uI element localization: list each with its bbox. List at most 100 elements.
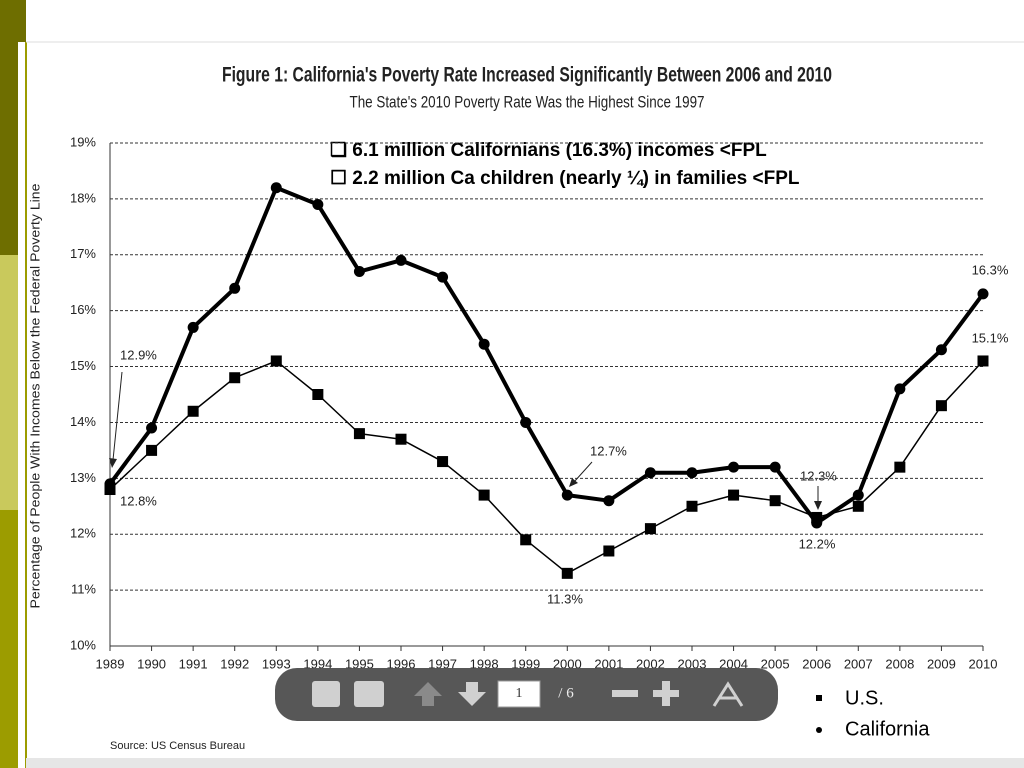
annotation: 12.3% xyxy=(800,468,837,483)
page-total: / 6 xyxy=(558,685,574,701)
point xyxy=(520,416,532,428)
point xyxy=(395,433,407,445)
list-marker xyxy=(816,695,822,701)
arrow-head xyxy=(109,458,117,468)
side-band xyxy=(0,0,18,255)
point xyxy=(353,266,365,278)
point xyxy=(811,511,823,523)
annotation: 16.3% xyxy=(972,262,1009,277)
point xyxy=(229,282,241,294)
x-tick-label: 1994 xyxy=(303,656,332,671)
point xyxy=(644,467,656,479)
point xyxy=(852,500,864,512)
x-tick-label: 1995 xyxy=(345,656,374,671)
point xyxy=(935,344,947,356)
y-tick-label: 15% xyxy=(70,358,96,373)
legend-list-item: U.S. xyxy=(845,687,884,709)
point xyxy=(187,405,199,417)
series-line xyxy=(108,185,985,526)
chart-title: Figure 1: California's Poverty Rate Incr… xyxy=(222,64,832,87)
status-bar xyxy=(26,758,1024,768)
pdf-toolbar: 1 / 6 xyxy=(275,668,778,721)
y-tick-label: 11% xyxy=(71,582,96,597)
point xyxy=(769,495,781,507)
x-tick-label: 1996 xyxy=(387,656,416,671)
bullet-text: ☐ 2.2 million Ca children (nearly ¼) in … xyxy=(330,168,800,189)
source: Source: US Census Bureau xyxy=(110,740,245,752)
list-marker xyxy=(816,727,822,733)
chart-subtitle: The State's 2010 Poverty Rate Was the Hi… xyxy=(350,92,705,111)
x-tick-label: 1990 xyxy=(137,656,166,671)
plot: 10% 11% 12% 13% 14% 15% 16% 17% 18% 19% 1989 1990 19… xyxy=(70,134,997,671)
annotation: 15.1% xyxy=(972,330,1009,345)
x-tick-label: 1997 xyxy=(428,656,457,671)
y-tick-label: 19% xyxy=(70,134,96,149)
point xyxy=(603,495,615,507)
point xyxy=(146,422,158,434)
point xyxy=(478,489,490,501)
bullet-text: ❑ 6.1 million Californians (16.3%) incom… xyxy=(330,140,767,161)
y-tick-label: 18% xyxy=(70,190,96,205)
x-tick-label: 2004 xyxy=(719,656,748,671)
print-button[interactable] xyxy=(354,681,384,707)
y-tick-label: 13% xyxy=(70,470,96,485)
x-tick-label: 1998 xyxy=(470,656,499,671)
x-tick-label: 2010 xyxy=(969,656,998,671)
zoom-in[interactable] xyxy=(662,681,670,706)
y-tick-label: 16% xyxy=(70,302,96,317)
point xyxy=(104,484,116,496)
arrow-head xyxy=(814,501,822,510)
point xyxy=(644,523,656,535)
y-axis-label: Percentage of People With Incomes Below … xyxy=(27,184,42,609)
point xyxy=(146,444,158,456)
point xyxy=(769,461,781,473)
point xyxy=(229,372,241,384)
save-button[interactable] xyxy=(312,681,340,707)
side-band xyxy=(0,255,18,510)
x-tick-label: 1992 xyxy=(220,656,249,671)
legend-list-item: California xyxy=(845,718,930,740)
x-tick-label: 2008 xyxy=(885,656,914,671)
point xyxy=(187,321,199,333)
annotation: 12.7% xyxy=(590,443,627,458)
point xyxy=(353,428,365,440)
point xyxy=(561,489,573,501)
point xyxy=(603,545,615,557)
point xyxy=(437,456,449,468)
x-tick-label: 2002 xyxy=(636,656,665,671)
zoom-out[interactable] xyxy=(612,690,638,697)
point xyxy=(728,489,740,501)
prev-button[interactable] xyxy=(414,682,442,706)
acrobat-button[interactable] xyxy=(712,681,744,707)
y-tick-label: 10% xyxy=(70,637,96,652)
x-tick-label: 2005 xyxy=(761,656,790,671)
point xyxy=(270,182,282,194)
page-box[interactable] xyxy=(497,680,541,708)
point xyxy=(686,500,698,512)
series-line xyxy=(109,360,984,575)
side-band xyxy=(18,0,26,42)
next-button[interactable] xyxy=(458,682,486,706)
point xyxy=(935,400,947,412)
x-tick-label: 2000 xyxy=(553,656,582,671)
y-tick-label: 17% xyxy=(70,246,96,261)
point xyxy=(312,198,324,210)
annotation: 12.2% xyxy=(799,536,836,551)
point xyxy=(728,461,740,473)
x-tick-label: 1993 xyxy=(262,656,291,671)
y-tick-label: 14% xyxy=(70,414,96,429)
x-tick-label: 2003 xyxy=(678,656,707,671)
point xyxy=(561,567,573,579)
arrow xyxy=(112,371,123,461)
x-tick-label: 1999 xyxy=(511,656,540,671)
y-tick-label: 12% xyxy=(70,526,96,541)
point xyxy=(520,534,532,546)
x-tick-label: 2006 xyxy=(802,656,831,671)
x-tick-label: 2009 xyxy=(927,656,956,671)
point xyxy=(395,254,407,266)
point xyxy=(312,389,324,400)
point xyxy=(437,271,449,283)
point xyxy=(270,355,282,367)
x-tick-label: 1989 xyxy=(96,656,125,671)
